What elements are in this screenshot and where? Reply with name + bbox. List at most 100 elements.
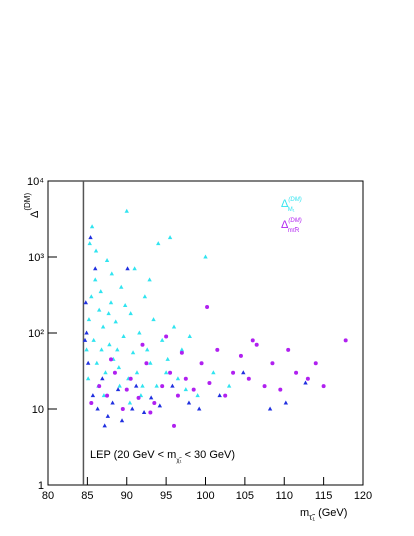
x-label-sub: τ̃₁ (309, 513, 315, 522)
point (165, 356, 170, 361)
annotation-text: LEP (20 GeV < m (90, 449, 176, 461)
annotation-text: < 30 GeV) (182, 449, 236, 461)
plot-frame (47, 180, 364, 486)
point (137, 330, 142, 335)
point (154, 383, 159, 388)
point (151, 317, 156, 322)
point (113, 319, 118, 324)
point (223, 393, 228, 398)
point (85, 376, 91, 381)
point (187, 333, 192, 338)
legend-sub: mτ̃R (288, 228, 300, 234)
point (128, 311, 133, 316)
point (100, 324, 106, 329)
point (103, 370, 108, 375)
point (105, 393, 110, 398)
point (231, 370, 236, 375)
point (91, 337, 96, 342)
point (138, 393, 144, 398)
point (172, 423, 176, 428)
point (147, 277, 152, 282)
point (167, 235, 173, 240)
point (179, 350, 184, 355)
point (205, 304, 210, 309)
point (170, 383, 175, 388)
point (160, 384, 165, 389)
point (303, 380, 308, 385)
legend-entry: Δ(DM) mτ̃R (281, 218, 302, 234)
point (226, 383, 232, 388)
point (145, 347, 150, 352)
point (241, 370, 246, 375)
point (87, 241, 92, 246)
point (191, 387, 196, 392)
x-label-main: m (300, 507, 309, 519)
annotation-sub: χ̃₁ (176, 458, 182, 464)
point (286, 347, 291, 352)
point (122, 303, 128, 308)
point (109, 271, 114, 276)
point (140, 342, 145, 347)
y-tick-label: 10³ (28, 252, 44, 264)
point (104, 257, 110, 262)
point (152, 400, 157, 405)
x-tick-label: 90 (121, 490, 133, 502)
point (203, 254, 208, 259)
point (343, 338, 348, 343)
point (84, 330, 89, 335)
point (156, 241, 161, 246)
point (93, 277, 98, 282)
point (109, 357, 113, 362)
point (125, 266, 130, 271)
point (246, 376, 251, 381)
point (134, 370, 140, 375)
x-axis-label: mτ̃₁ (GeV) (300, 507, 347, 522)
point (215, 347, 220, 352)
point (186, 400, 192, 405)
point (120, 407, 125, 411)
point (183, 376, 188, 381)
x-tick-label: 120 (354, 490, 372, 502)
point (86, 317, 92, 322)
point (105, 413, 111, 418)
x-tick-label: 105 (236, 490, 254, 502)
point (195, 393, 200, 398)
point (112, 370, 117, 375)
point (83, 300, 88, 305)
point (124, 208, 129, 213)
point (148, 410, 153, 415)
point (136, 395, 141, 400)
legend-sup: (DM) (288, 218, 301, 224)
y-label-sup: (DM) (23, 193, 32, 211)
point (163, 370, 169, 375)
point (294, 370, 299, 375)
point (199, 361, 204, 366)
point (262, 384, 267, 389)
point (254, 342, 259, 347)
y-tick-label: 10² (28, 328, 44, 340)
point (197, 406, 202, 411)
x-tick-label: 85 (81, 490, 93, 502)
point (175, 393, 180, 398)
point (88, 235, 93, 240)
point (157, 403, 163, 408)
point (130, 350, 136, 355)
point (127, 400, 133, 405)
point (321, 384, 326, 389)
point (98, 289, 103, 294)
point (99, 347, 104, 352)
point (164, 334, 169, 339)
point (134, 383, 139, 388)
legend-entry: Δ(DM) M₁ (281, 197, 302, 213)
point (305, 376, 310, 381)
point (283, 400, 289, 405)
point (128, 376, 133, 381)
legend-name: Δ (281, 198, 289, 210)
point (116, 365, 122, 370)
x-tick-label: 110 (275, 490, 293, 502)
point (183, 387, 189, 392)
point (89, 224, 95, 229)
point (106, 311, 111, 316)
point (144, 361, 149, 366)
